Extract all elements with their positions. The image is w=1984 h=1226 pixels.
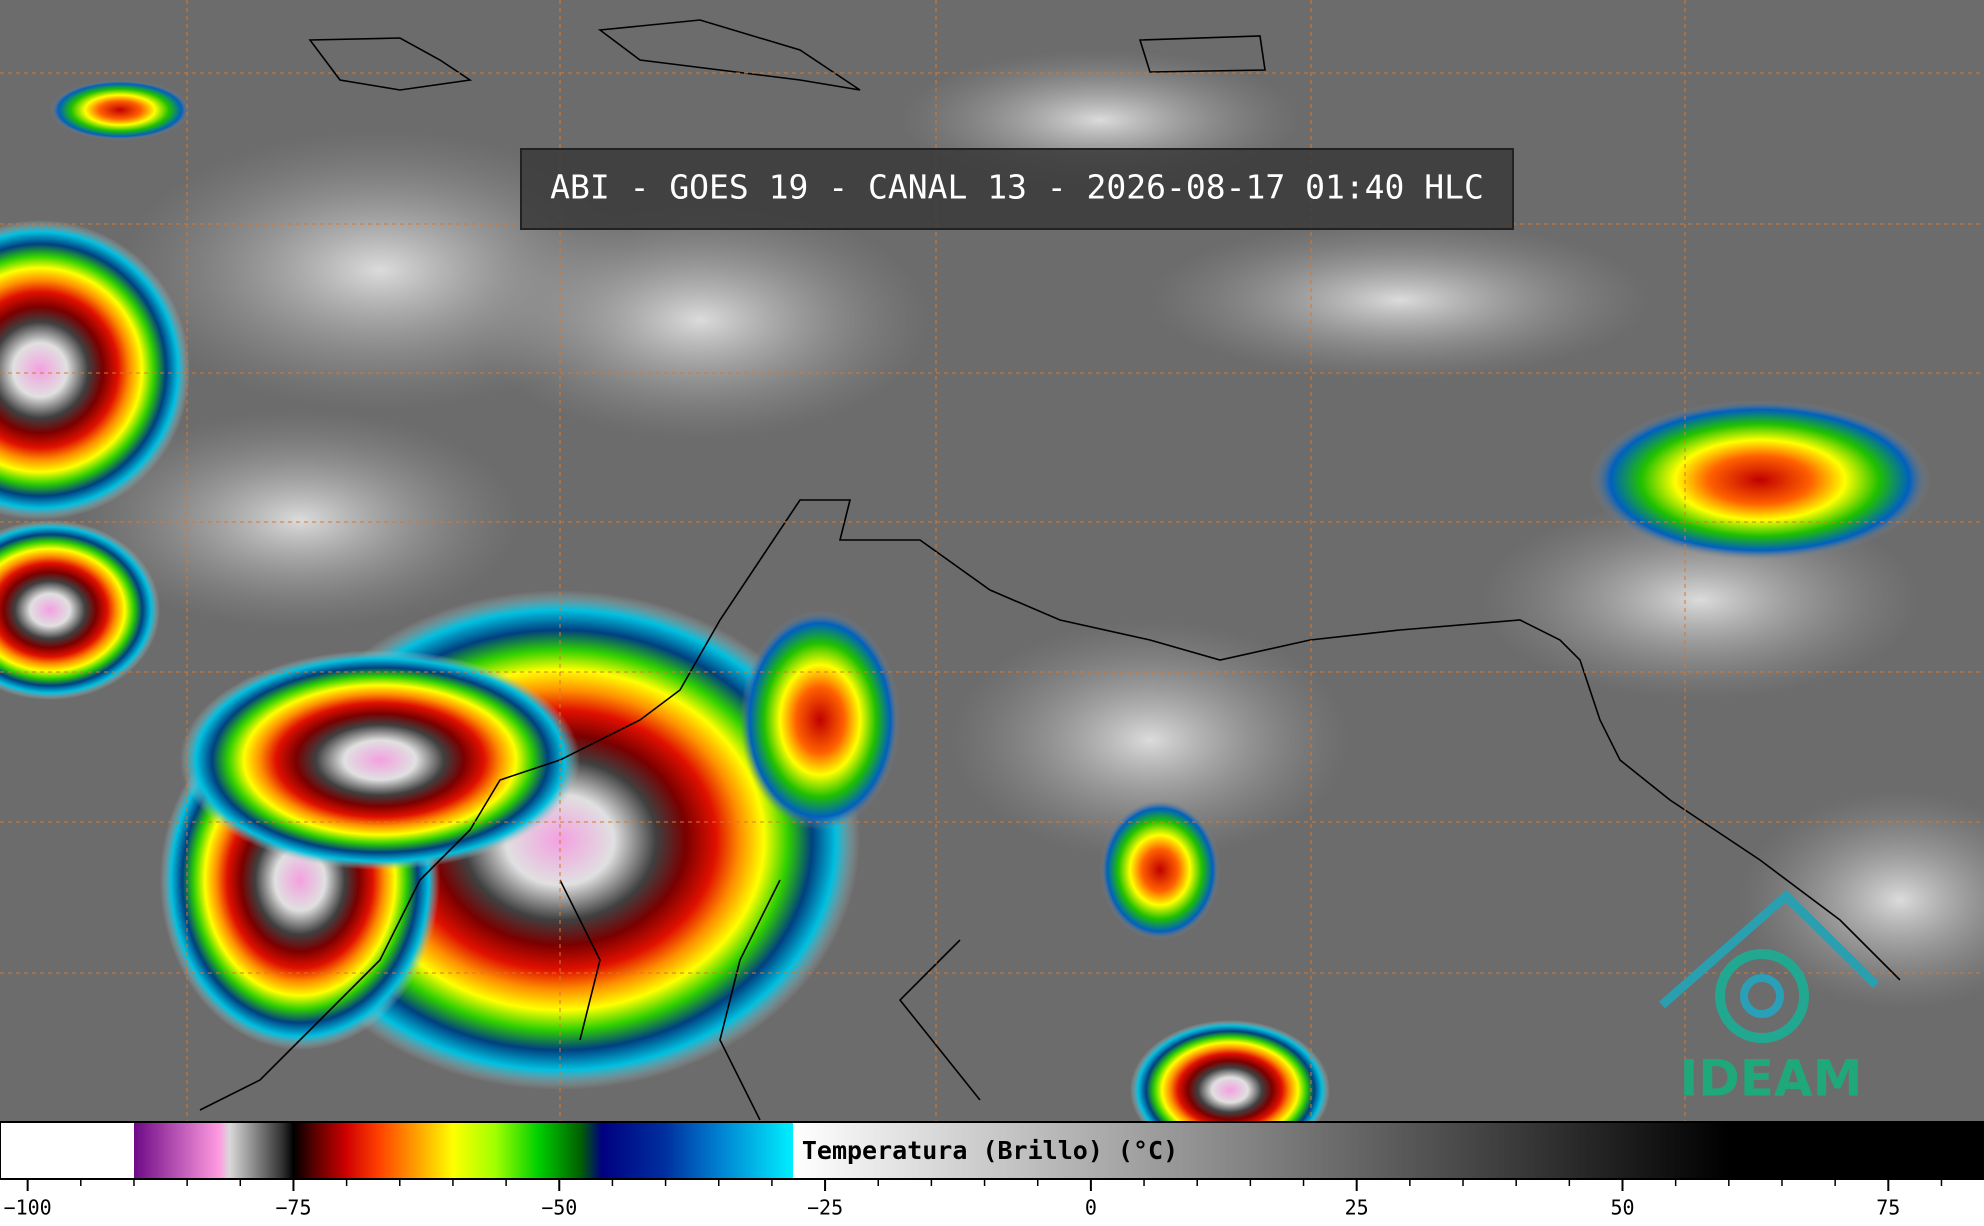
colorbar-label: Temperatura (Brillo) (°C) (802, 1136, 1178, 1165)
logo: IDEAM (1659, 889, 1880, 1108)
tick-label: −50 (541, 1196, 577, 1220)
tick-label: −75 (275, 1196, 311, 1220)
title: ABI - GOES 19 - CANAL 13 - 2026-08-17 01… (550, 168, 1484, 207)
title-box: ABI - GOES 19 - CANAL 13 - 2026-08-17 01… (520, 148, 1514, 230)
tick-label: 25 (1345, 1196, 1369, 1220)
tick-label: −25 (807, 1196, 843, 1220)
logo-text: IDEAM (1680, 1050, 1863, 1108)
tick-label: 75 (1876, 1196, 1900, 1220)
tick-label: 0 (1085, 1196, 1097, 1220)
colorbar: Temperatura (Brillo) (°C) −100 −75 −50 −25 0… (0, 1121, 1984, 1220)
tick-label: −100 (4, 1196, 52, 1220)
tick-label: 50 (1610, 1196, 1634, 1220)
